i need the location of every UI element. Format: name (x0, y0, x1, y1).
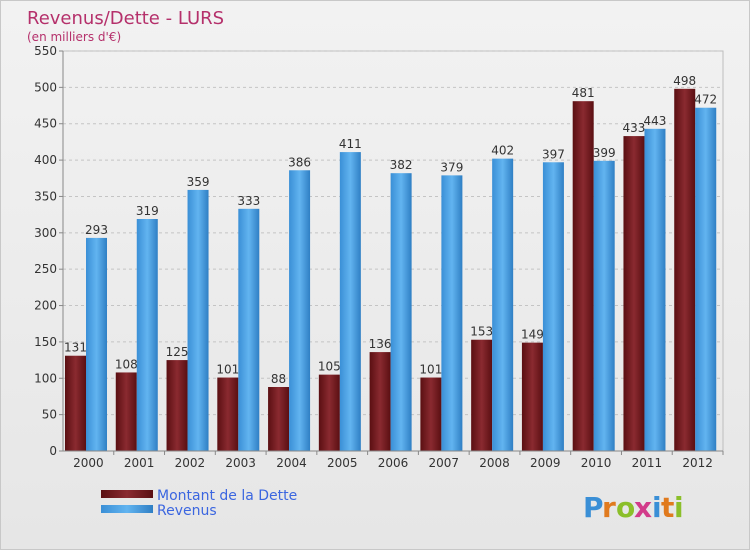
x-tick-label: 2005 (327, 456, 358, 470)
y-tick-label: 550 (34, 44, 57, 58)
bar-revenus (86, 237, 107, 451)
data-label-revenus: 359 (187, 175, 210, 189)
bar-revenus (136, 219, 158, 451)
data-label-debt: 498 (673, 74, 696, 88)
data-label-revenus: 333 (237, 194, 260, 208)
data-label-revenus: 411 (339, 137, 362, 151)
svg-text:o: o (616, 491, 635, 524)
y-tick-label: 350 (34, 189, 57, 203)
chart-subtitle: (en milliers d'€) (27, 30, 121, 44)
x-tick-label: 2008 (479, 456, 510, 470)
x-tick-label: 2004 (276, 456, 307, 470)
x-tick-label: 2001 (124, 456, 155, 470)
x-tick-label: 2000 (73, 456, 104, 470)
svg-text:r: r (602, 491, 616, 524)
data-label-revenus: 382 (390, 158, 413, 172)
data-label-revenus: 402 (491, 144, 514, 158)
bar-debt (420, 377, 442, 451)
data-label-debt: 149 (521, 328, 544, 342)
data-label-debt: 433 (623, 121, 646, 135)
x-tick-label: 2006 (378, 456, 409, 470)
data-label-revenus: 397 (542, 147, 565, 161)
legend-label-revenus: Revenus (157, 503, 217, 519)
x-axis: 2000 2001 2002 2003 2004 2005 2006 2007 2008 2009… (63, 450, 724, 470)
bar-revenus (339, 152, 361, 451)
data-label-debt: 108 (115, 357, 138, 371)
bar-debt (623, 136, 645, 451)
bar-revenus (542, 162, 564, 452)
x-tick-label: 2003 (225, 456, 256, 470)
bar-debt (166, 360, 188, 451)
bar-revenus (238, 208, 260, 451)
data-label-debt: 125 (166, 345, 189, 359)
data-label-revenus: 443 (644, 114, 667, 128)
bar-revenus (390, 173, 412, 451)
x-tick-label: 2002 (175, 456, 206, 470)
bar-revenus (492, 158, 514, 452)
bar-revenus (695, 107, 717, 452)
data-label-debt: 131 (64, 341, 87, 355)
svg-text:t: t (661, 491, 674, 524)
svg-text:x: x (634, 491, 652, 524)
bar-debt (572, 101, 594, 451)
svg-text:P: P (583, 491, 604, 524)
y-tick-label: 250 (34, 262, 57, 276)
legend: Montant de la Dette Revenus (101, 488, 297, 519)
data-label-debt: 101 (419, 363, 442, 377)
data-label-debt: 88 (271, 372, 286, 386)
data-label-debt: 153 (470, 325, 493, 339)
y-tick-label: 50 (42, 408, 57, 422)
data-label-debt: 136 (369, 337, 392, 351)
y-tick-label: 450 (34, 117, 57, 131)
bar-revenus (187, 189, 209, 451)
bar-revenus (644, 128, 666, 451)
bar-revenus (441, 175, 463, 451)
x-tick-label: 2012 (682, 456, 713, 470)
y-axis: 0 50 100 150 200 250 300 350 400 450 500 550 (34, 44, 64, 458)
data-label-debt: 101 (216, 363, 239, 377)
proxiti-logo: P r o x i t i (583, 491, 684, 524)
data-label-revenus: 293 (85, 223, 108, 237)
bar-debt (217, 377, 239, 451)
data-label-debt: 105 (318, 360, 341, 374)
y-tick-label: 150 (34, 335, 57, 349)
legend-swatch-debt (101, 490, 153, 498)
legend-label-debt: Montant de la Dette (157, 488, 297, 504)
bar-revenus (289, 170, 311, 452)
x-tick-label: 2009 (530, 456, 561, 470)
y-tick-label: 500 (34, 80, 57, 94)
bar-debt (65, 355, 86, 451)
data-label-debt: 481 (572, 86, 595, 100)
x-tick-label: 2007 (428, 456, 459, 470)
svg-text:i: i (674, 491, 684, 524)
y-tick-label: 300 (34, 226, 57, 240)
bar-revenus (593, 160, 615, 451)
data-label-revenus: 379 (440, 160, 463, 174)
x-tick-label: 2011 (632, 456, 663, 470)
bar-debt (521, 342, 543, 451)
chart-title: Revenus/Dette - LURS (27, 8, 224, 29)
data-label-revenus: 472 (694, 93, 717, 107)
data-label-revenus: 399 (593, 146, 616, 160)
bar-debt (369, 352, 391, 451)
y-tick-label: 100 (34, 371, 57, 385)
data-label-revenus: 386 (288, 155, 311, 169)
x-tick-label: 2010 (581, 456, 612, 470)
svg-text:i: i (652, 491, 662, 524)
bar-debt (268, 387, 290, 451)
bar-debt (471, 339, 493, 451)
data-label-revenus: 319 (136, 204, 159, 218)
bars: 131 293 108 319 125 359 101 333 88 386 105 411 136 38… (64, 74, 717, 452)
y-tick-label: 0 (49, 444, 57, 458)
legend-swatch-revenus (101, 505, 153, 513)
y-tick-label: 400 (34, 153, 57, 167)
bar-debt (115, 372, 137, 451)
bar-debt (318, 374, 340, 451)
y-tick-label: 200 (34, 299, 57, 313)
bar-debt (674, 88, 696, 452)
